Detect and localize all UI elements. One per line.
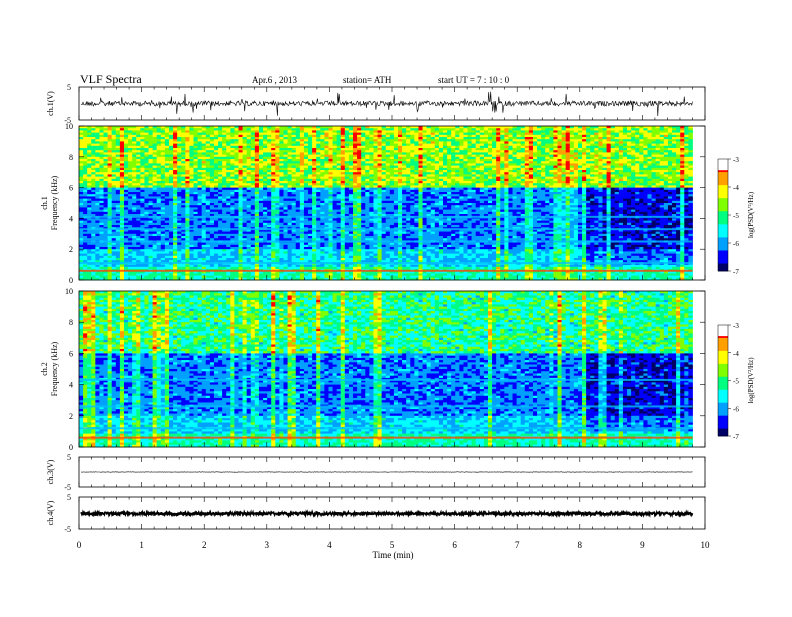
y-tick-label: 5 xyxy=(67,83,71,92)
figure-start-time: start UT = 7 : 10 : 0 xyxy=(438,75,510,85)
y-axis-label: ch.1(V) xyxy=(46,91,55,116)
ch1-waveform-panel: 5-5ch.1(V) xyxy=(46,83,705,125)
figure-title: VLF Spectra xyxy=(80,72,142,86)
waveform-trace xyxy=(81,92,693,116)
figure-date: Apr.6 , 2013 xyxy=(252,75,298,85)
figure-station: station= ATH xyxy=(343,75,392,85)
